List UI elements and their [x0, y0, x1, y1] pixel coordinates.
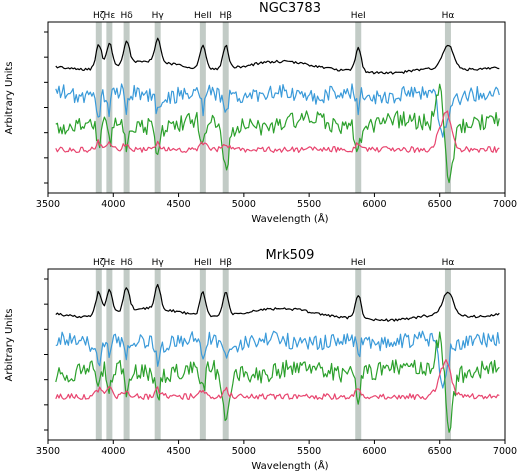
x-tick-label: 7000: [493, 446, 517, 457]
emission-line-label: Hα: [442, 258, 455, 268]
emission-line-label: Hζ: [93, 11, 105, 21]
axes-frame: [47, 21, 506, 194]
emission-band: [444, 269, 451, 440]
spectrum-line: [55, 83, 500, 138]
emission-band: [154, 269, 161, 440]
y-axis-label: Arbitrary Units: [4, 61, 15, 134]
spectrum-line: [55, 330, 500, 389]
emission-band: [355, 22, 362, 193]
emission-line-label: Hβ: [219, 11, 232, 21]
axes-frame: [47, 268, 506, 441]
spectrum-line: [55, 359, 500, 400]
spectrum-line: [55, 283, 500, 322]
x-tick-label: 5500: [297, 199, 321, 210]
emission-band: [95, 269, 102, 440]
emission-line-label: Hγ: [152, 11, 165, 21]
x-tick-label: 6500: [428, 199, 452, 210]
emission-line-label: Hζ: [93, 258, 105, 268]
emission-line-label: Hα: [442, 11, 455, 21]
x-axis-label: Wavelength (Å): [251, 459, 328, 472]
emission-band: [222, 22, 229, 193]
emission-band: [199, 269, 206, 440]
x-tick-label: 5500: [297, 446, 321, 457]
x-tick-label: 3500: [36, 199, 60, 210]
emission-line-label: Hγ: [152, 258, 165, 268]
emission-line-label: HeI: [351, 11, 366, 21]
x-tick-label: 4500: [166, 446, 190, 457]
spectrum-line: [55, 83, 500, 184]
panel-ngc3783: NGC3783 Wavelength (Å) Arbitrary Units H…: [4, 1, 517, 225]
emission-band: [444, 22, 451, 193]
spectrum-line: [55, 331, 500, 433]
emission-line-label: HeII: [194, 11, 212, 21]
panel-title: NGC3783: [259, 1, 321, 16]
x-tick-label: 4000: [101, 446, 125, 457]
x-tick-label: 6000: [362, 199, 386, 210]
panel-mrk509: Mrk509 Wavelength (Å) Arbitrary Units Hζ…: [4, 248, 517, 472]
spectrum-line: [55, 37, 500, 75]
spectrum-line: [55, 110, 500, 153]
x-tick-label: 5000: [232, 199, 256, 210]
emission-line-label: HeII: [194, 258, 212, 268]
emission-line-label: Hβ: [219, 258, 232, 268]
emission-line-label: Hδ: [120, 258, 133, 268]
x-tick-label: 4500: [166, 199, 190, 210]
x-axis-label: Wavelength (Å): [251, 212, 328, 225]
x-tick-label: 7000: [493, 199, 517, 210]
panel-title: Mrk509: [266, 248, 315, 263]
x-tick-label: 6500: [428, 446, 452, 457]
y-axis-label: Arbitrary Units: [4, 308, 15, 381]
emission-line-label: Hε: [104, 11, 116, 21]
x-tick-label: 5000: [232, 446, 256, 457]
emission-line-label: Hε: [104, 258, 116, 268]
emission-line-label: Hδ: [120, 11, 133, 21]
emission-line-label: HeI: [351, 258, 366, 268]
x-tick-label: 3500: [36, 446, 60, 457]
emission-band: [95, 22, 102, 193]
x-tick-label: 4000: [101, 199, 125, 210]
x-tick-label: 6000: [362, 446, 386, 457]
